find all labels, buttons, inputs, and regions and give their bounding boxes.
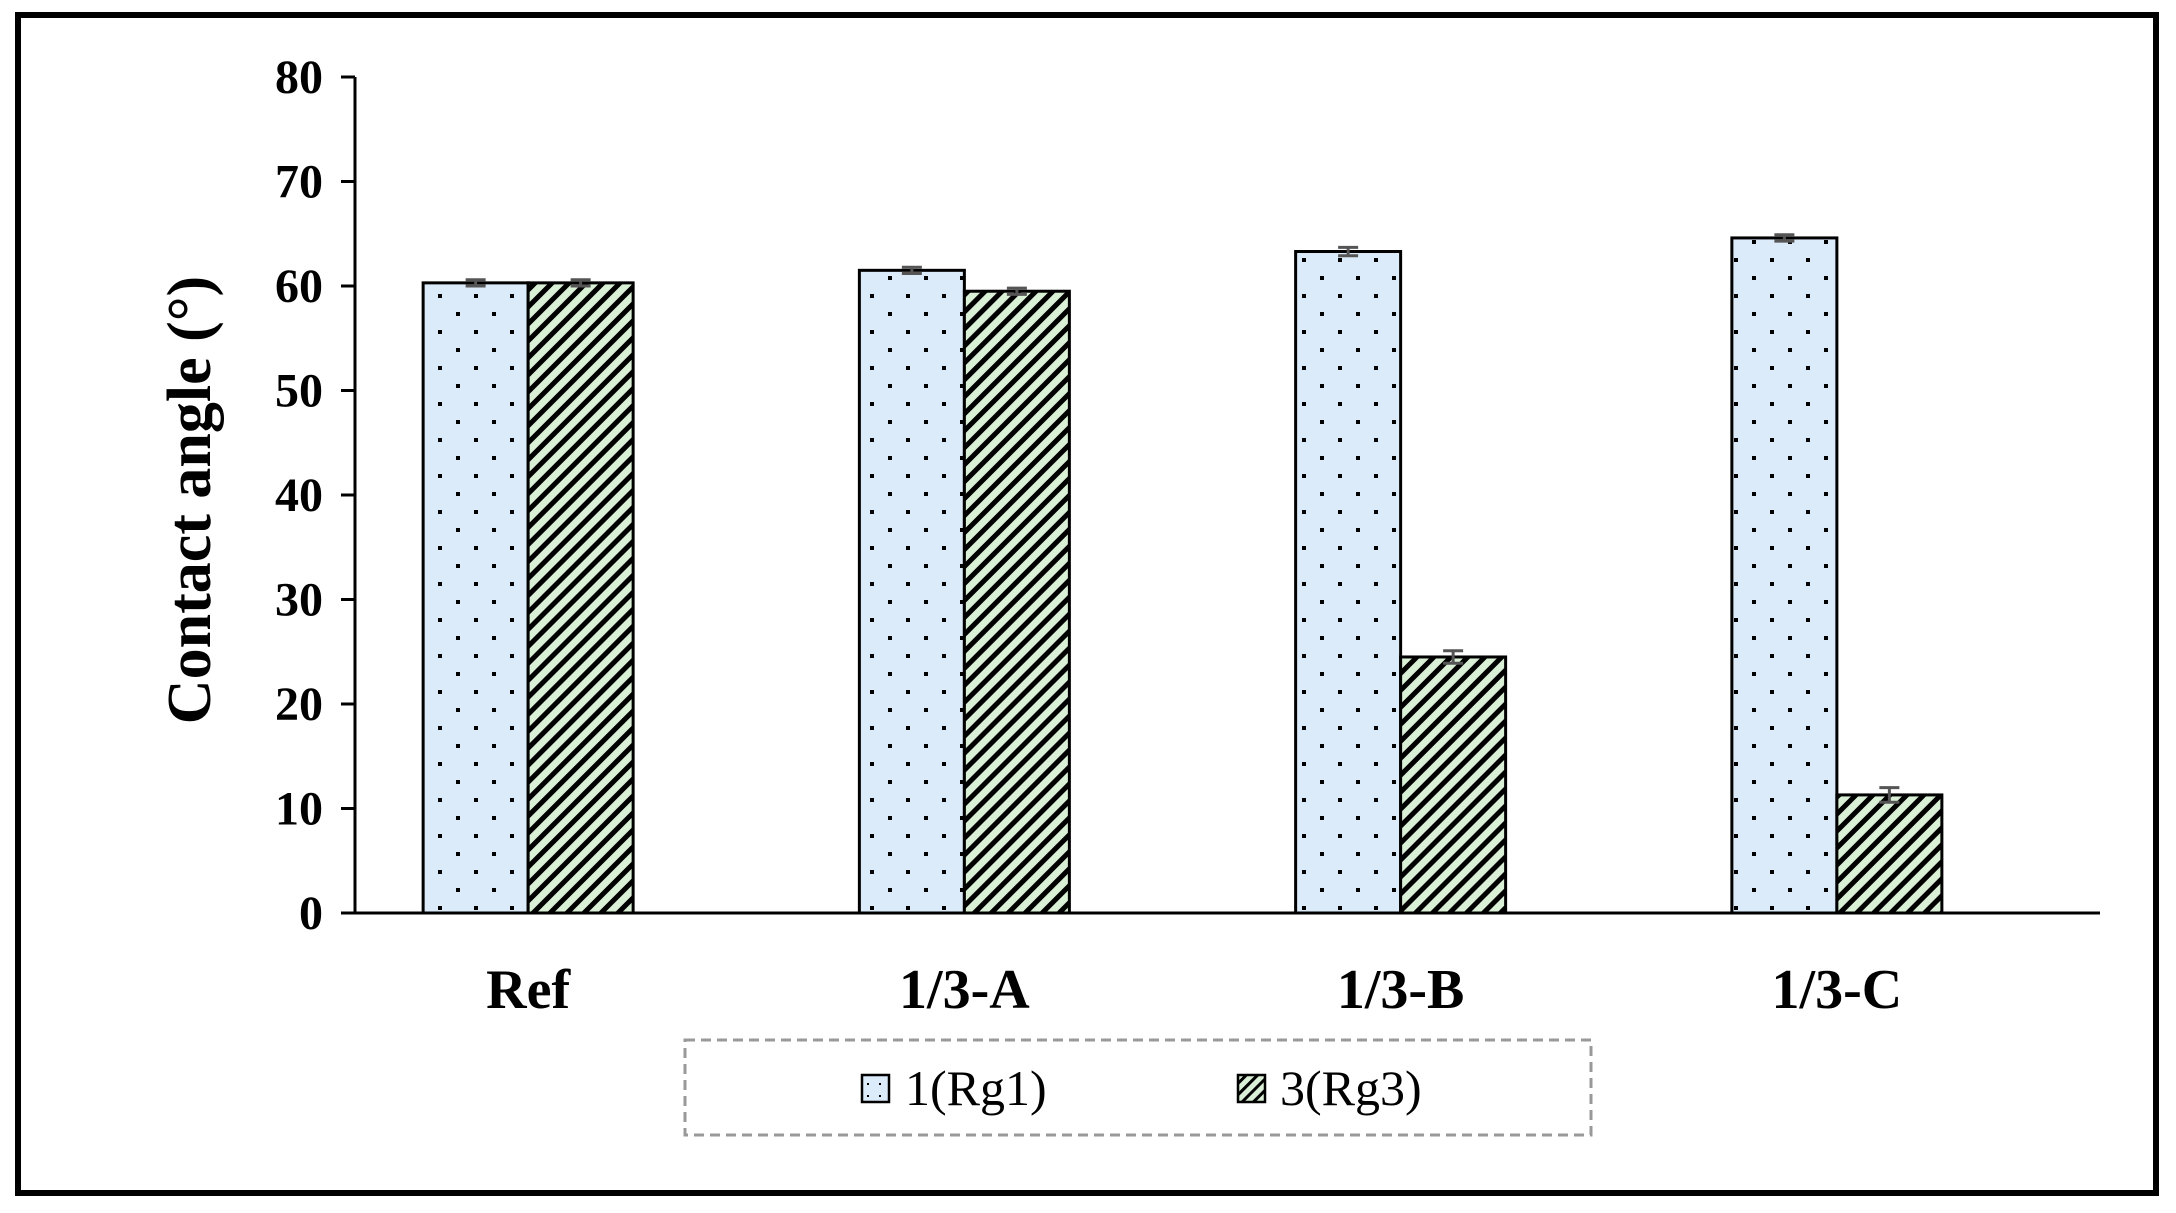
y-tick-label: 30 bbox=[275, 574, 323, 627]
y-tick-label: 60 bbox=[275, 260, 323, 313]
bar-series-1-ref bbox=[421, 281, 530, 915]
error-bar bbox=[1443, 649, 1464, 665]
legend-swatch-series-1 bbox=[860, 1073, 891, 1104]
legend-label-series-2: 3(Rg3) bbox=[1280, 1060, 1422, 1116]
y-tick-label: 50 bbox=[275, 365, 323, 418]
x-tick-label: 1/3-C bbox=[1772, 959, 1903, 1021]
y-tick-label: 80 bbox=[275, 51, 323, 104]
bar-series-1-1-3-b bbox=[1294, 250, 1403, 915]
bar-series-2-1-3-c bbox=[1835, 793, 1944, 915]
y-tick-label: 0 bbox=[299, 887, 323, 940]
legend-swatch-series-2 bbox=[1236, 1073, 1267, 1104]
y-tick-label: 20 bbox=[275, 678, 323, 731]
bar-series-1-1-3-c bbox=[1730, 236, 1839, 915]
x-tick-label: 1/3-B bbox=[1337, 959, 1465, 1021]
y-tick-label: 10 bbox=[275, 783, 323, 836]
bar-series-1-1-3-a bbox=[857, 268, 966, 915]
bars-layer bbox=[421, 233, 1944, 915]
bar-series-2-ref bbox=[526, 281, 635, 915]
error-bar bbox=[465, 278, 486, 288]
error-bar bbox=[570, 278, 591, 288]
bar-series-2-1-3-b bbox=[1399, 655, 1508, 915]
y-axis-title: Contact angle (°) bbox=[156, 276, 224, 724]
error-bar bbox=[1879, 786, 1900, 804]
x-axis: Ref 1/3-A 1/3-B 1/3-C bbox=[355, 911, 2100, 1021]
error-bar bbox=[1006, 286, 1027, 296]
legend-label-series-1: 1(Rg1) bbox=[905, 1060, 1047, 1116]
y-axis: 0 10 20 30 40 50 60 70 80 bbox=[275, 51, 357, 940]
y-tick-label: 40 bbox=[275, 469, 323, 522]
bar-series-2-1-3-a bbox=[962, 289, 1071, 915]
x-tick-label: Ref bbox=[486, 959, 571, 1021]
legend-box bbox=[683, 1038, 1593, 1137]
error-bar bbox=[1774, 233, 1795, 243]
error-bar bbox=[1338, 245, 1359, 258]
y-tick-label: 70 bbox=[275, 156, 323, 209]
x-tick-label: 1/3-A bbox=[899, 959, 1030, 1021]
error-bar bbox=[901, 265, 922, 275]
legend: 1(Rg1) 3(Rg3) bbox=[683, 1038, 1593, 1137]
